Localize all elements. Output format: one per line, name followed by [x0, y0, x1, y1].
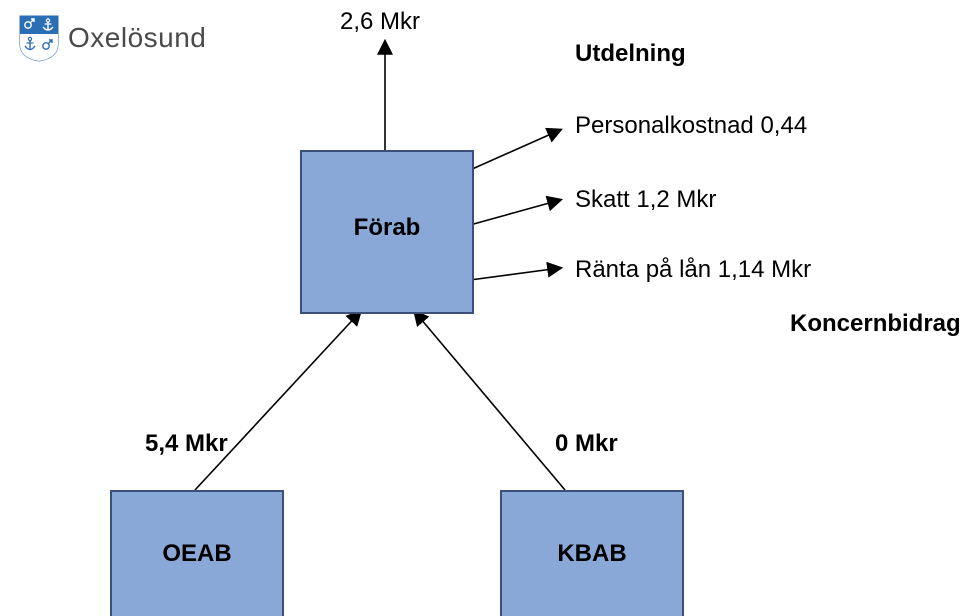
node-forab: Förab	[300, 150, 474, 314]
shield-icon	[18, 14, 60, 62]
left-value-label: 5,4 Mkr	[145, 430, 228, 458]
node-oeab-label: OEAB	[162, 540, 231, 568]
diagram-stage: Oxelösund 2,6 Mkr Utdelning Förab Person…	[0, 0, 960, 616]
brand-logo: Oxelösund	[18, 14, 206, 62]
node-kbab-label: KBAB	[557, 540, 626, 568]
output-ranta: Ränta på lån 1,14 Mkr	[575, 256, 811, 284]
node-forab-label: Förab	[354, 214, 421, 242]
utdelning-label: Utdelning	[575, 40, 686, 68]
right-value-label: 0 Mkr	[555, 430, 618, 458]
brand-name: Oxelösund	[68, 22, 206, 54]
top-value-label: 2,6 Mkr	[340, 8, 420, 36]
output-skatt: Skatt 1,2 Mkr	[575, 186, 716, 214]
node-kbab: KBAB	[500, 490, 684, 616]
koncernbidrag-label: Koncernbidrag	[790, 310, 960, 338]
node-oeab: OEAB	[110, 490, 284, 616]
output-personal: Personalkostnad 0,44	[575, 112, 807, 140]
